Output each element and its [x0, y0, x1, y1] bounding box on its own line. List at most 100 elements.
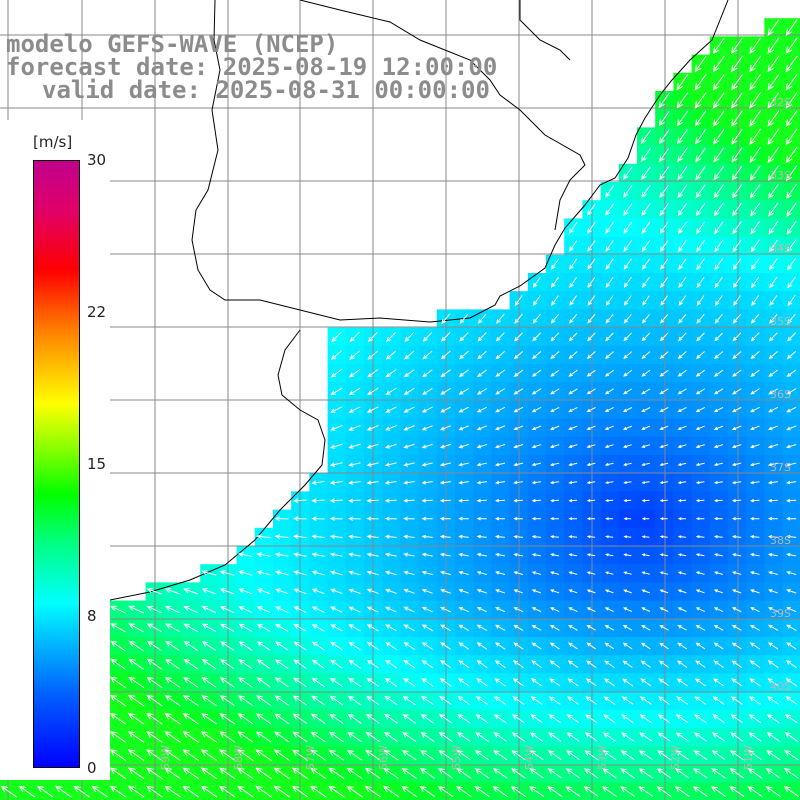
coastline-path [191, 0, 729, 323]
wind-arrow [567, 678, 579, 687]
wind-arrow [238, 623, 253, 632]
wind-arrow [731, 607, 742, 613]
wind-arrow [749, 607, 760, 613]
wind-arrow [513, 534, 523, 539]
wind-arrow [568, 589, 578, 594]
wind-arrow [623, 258, 632, 270]
wind-arrow [511, 732, 526, 742]
wind-arrow [641, 571, 650, 575]
wind-arrow [182, 713, 199, 725]
wind-arrow [495, 571, 506, 575]
wind-arrow [366, 498, 379, 503]
wind-arrow [622, 660, 633, 668]
wind-arrow [732, 202, 742, 217]
wind-arrow [547, 750, 562, 761]
wind-arrow [786, 183, 797, 200]
wind-arrow [731, 660, 743, 669]
wind-arrow [146, 767, 163, 780]
wind-arrow [36, 785, 54, 798]
wind-arrow [311, 588, 325, 595]
wind-arrow [458, 388, 469, 395]
wind-arrow [732, 351, 742, 360]
wind-arrow [749, 425, 760, 431]
wind-arrow [310, 749, 327, 761]
wind-arrow [109, 767, 127, 780]
wind-arrow [711, 768, 726, 779]
wind-arrow [458, 425, 469, 431]
wind-arrow [183, 641, 198, 651]
wind-arrow [750, 258, 760, 271]
wind-arrow [494, 678, 506, 687]
wind-arrow [329, 498, 343, 503]
wind-arrow [695, 535, 705, 539]
wind-arrow [440, 350, 451, 360]
wind-arrow [623, 369, 633, 377]
wind-arrow [291, 785, 309, 798]
wind-arrow [421, 606, 433, 613]
wind-arrow [695, 147, 706, 163]
wind-arrow [421, 642, 434, 650]
wind-arrow [73, 785, 90, 798]
longitude-label: 53W [596, 745, 609, 770]
wind-arrow [731, 642, 742, 650]
wind-arrow [568, 571, 578, 575]
wind-arrow [511, 768, 526, 779]
wind-arrow [110, 623, 126, 633]
wind-arrow [677, 388, 687, 395]
wind-arrow [659, 462, 669, 467]
wind-arrow [586, 407, 596, 413]
wind-arrow [495, 350, 505, 360]
wind-arrow [765, 768, 781, 779]
wind-arrow [550, 498, 560, 503]
wind-arrow [495, 406, 506, 413]
wind-arrow [695, 369, 705, 377]
wind-arrow [768, 369, 779, 377]
wind-arrow [695, 517, 705, 521]
wind-arrow [767, 642, 779, 650]
wind-arrow [750, 369, 760, 377]
wind-arrow [713, 498, 723, 503]
wind-arrow [712, 110, 725, 127]
wind-arrow [219, 713, 236, 725]
wind-arrow [364, 767, 381, 779]
wind-arrow [513, 589, 524, 594]
wind-arrow [109, 676, 127, 689]
wind-arrow [330, 368, 343, 378]
wind-arrow [348, 424, 361, 431]
wind-arrow [458, 588, 469, 594]
wind-arrow [219, 588, 235, 595]
latitude-label: 40S [770, 680, 791, 693]
wind-arrow [310, 713, 326, 724]
wind-arrow [660, 295, 669, 306]
wind-arrow [623, 184, 633, 198]
wind-arrow [328, 749, 345, 761]
wind-arrow [675, 732, 689, 742]
wind-arrow [513, 388, 524, 395]
wind-arrow [767, 444, 779, 449]
wind-arrow [531, 642, 542, 650]
wind-arrow [714, 276, 723, 289]
wind-arrow [657, 750, 671, 761]
wind-arrow [769, 295, 778, 307]
wind-arrow [514, 332, 523, 342]
wind-arrow [586, 535, 596, 539]
wind-arrow [604, 462, 614, 467]
wind-arrow [512, 696, 525, 705]
wind-arrow [642, 295, 650, 306]
wind-arrow [692, 786, 708, 797]
wind-arrow [641, 535, 650, 539]
wind-arrow [786, 406, 797, 413]
wind-arrow [677, 462, 687, 467]
wind-arrow [605, 332, 614, 342]
wind-arrow [348, 516, 361, 521]
wind-arrow [713, 462, 724, 467]
wind-arrow [695, 642, 706, 650]
wind-arrow [768, 571, 778, 575]
wind-arrow [767, 37, 780, 55]
wind-arrow [695, 388, 706, 395]
wind-arrow [748, 696, 761, 705]
wind-arrow [731, 535, 742, 539]
wind-arrow [419, 785, 436, 798]
wind-arrow [602, 768, 617, 779]
